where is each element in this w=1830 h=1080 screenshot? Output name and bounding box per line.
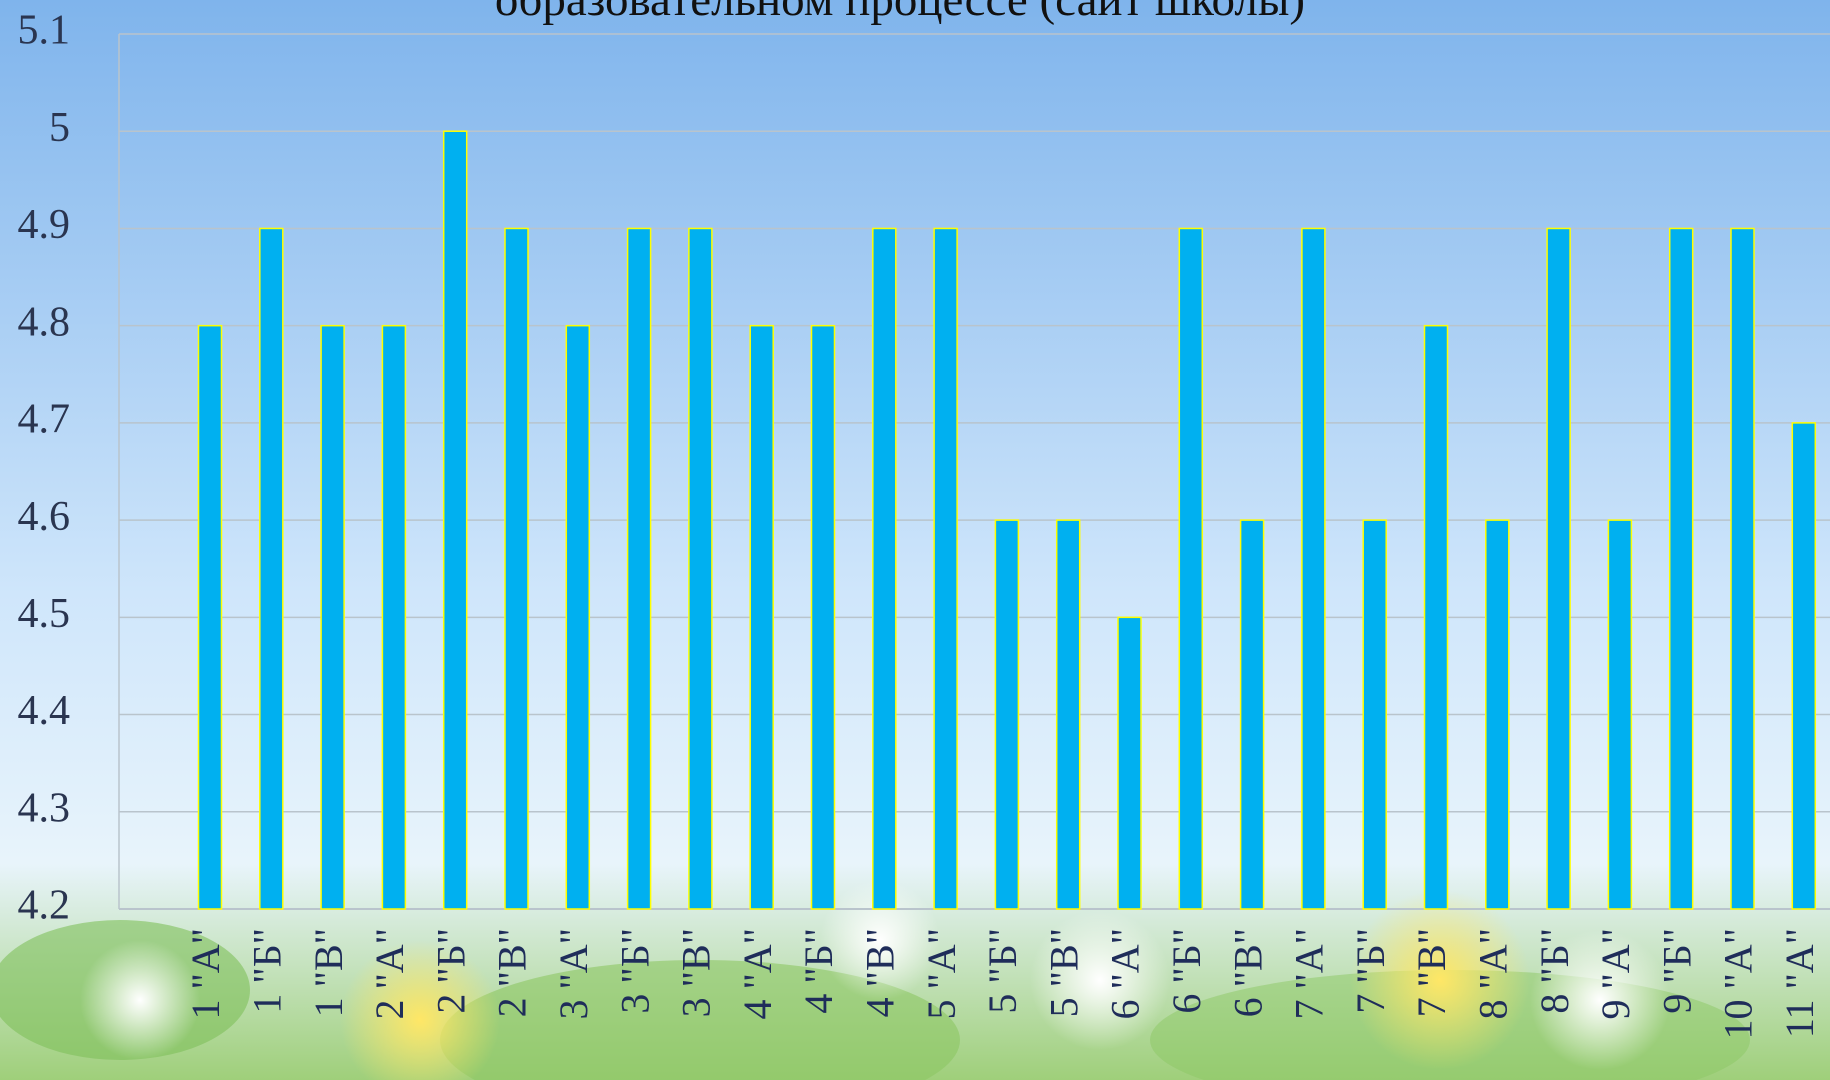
x-tick-label: 1 "А" <box>183 928 228 1020</box>
y-tick-label: 5.1 <box>18 8 71 54</box>
x-tick-label: 7 "В" <box>1409 928 1454 1017</box>
y-tick-label: 4.5 <box>18 591 71 637</box>
y-tick-label: 5 <box>49 105 70 151</box>
bar <box>1118 617 1141 909</box>
x-tick-label: 5 "А" <box>919 928 964 1020</box>
x-tick-label: 8 "А" <box>1470 928 1515 1020</box>
bar <box>1547 228 1570 909</box>
x-tick-label: 8 "Б" <box>1532 928 1577 1014</box>
bar <box>260 228 283 909</box>
bar <box>1057 520 1080 909</box>
bar <box>1792 423 1815 909</box>
bar <box>1731 228 1754 909</box>
chart-title: образовательном процессе (сайт школы) <box>495 0 1305 26</box>
y-tick-label: 4.6 <box>18 494 71 540</box>
x-tick-label: 4 "В" <box>857 928 902 1017</box>
y-tick-label: 4.3 <box>18 785 71 831</box>
y-tick-label: 4.4 <box>18 688 71 734</box>
bar <box>812 326 835 909</box>
bar <box>199 326 222 909</box>
bar <box>1670 228 1693 909</box>
bar <box>1179 228 1202 909</box>
x-tick-label: 7 "Б" <box>1348 928 1393 1014</box>
x-tick-label: 3 "Б" <box>612 928 657 1014</box>
x-tick-label: 11 "А" <box>1777 928 1822 1038</box>
x-tick-label: 2 "Б" <box>428 928 473 1014</box>
bar <box>1241 520 1264 909</box>
x-tick-label: 6 "А" <box>1103 928 1148 1020</box>
bar <box>689 228 712 909</box>
bar <box>566 326 589 909</box>
x-tick-label: 9 "Б" <box>1654 928 1699 1014</box>
x-tick-label: 2 "А" <box>367 928 412 1020</box>
x-tick-label: 5 "Б" <box>980 928 1025 1014</box>
y-tick-label: 4.9 <box>18 202 71 248</box>
bar <box>934 228 957 909</box>
x-tick-label: 7 "А" <box>1287 928 1332 1020</box>
x-tick-label: 1 "В" <box>306 928 351 1017</box>
bar <box>505 228 528 909</box>
bar <box>1608 520 1631 909</box>
bar <box>873 228 896 909</box>
x-tick-label: 6 "Б" <box>1164 928 1209 1014</box>
bar <box>1486 520 1509 909</box>
x-tick-label: 10 "А" <box>1716 928 1761 1040</box>
bar <box>382 326 405 909</box>
y-tick-label: 4.8 <box>18 299 71 345</box>
chart: образовательном процессе (сайт школы) 4.… <box>0 0 1830 1080</box>
x-tick-label: 3 "А" <box>551 928 596 1020</box>
x-tick-label: 2 "В" <box>490 928 535 1017</box>
page: образовательном процессе (сайт школы) 4.… <box>0 0 1830 1080</box>
x-tick-label: 4 "Б" <box>796 928 841 1014</box>
bar <box>444 131 467 909</box>
y-tick-label: 4.7 <box>18 397 71 443</box>
bar <box>1363 520 1386 909</box>
x-tick-label: 3 "В" <box>674 928 719 1017</box>
x-tick-label: 5 "В" <box>1041 928 1086 1017</box>
bar <box>995 520 1018 909</box>
x-tick-label: 1 "Б" <box>244 928 289 1014</box>
x-tick-label: 4 "А" <box>735 928 780 1020</box>
y-tick-label: 4.2 <box>18 883 71 929</box>
bar <box>321 326 344 909</box>
bar <box>1302 228 1325 909</box>
x-tick-label: 9 "А" <box>1593 928 1638 1020</box>
bar <box>628 228 651 909</box>
bar <box>750 326 773 909</box>
x-tick-label: 6 "В" <box>1225 928 1270 1017</box>
bar <box>1425 326 1448 909</box>
